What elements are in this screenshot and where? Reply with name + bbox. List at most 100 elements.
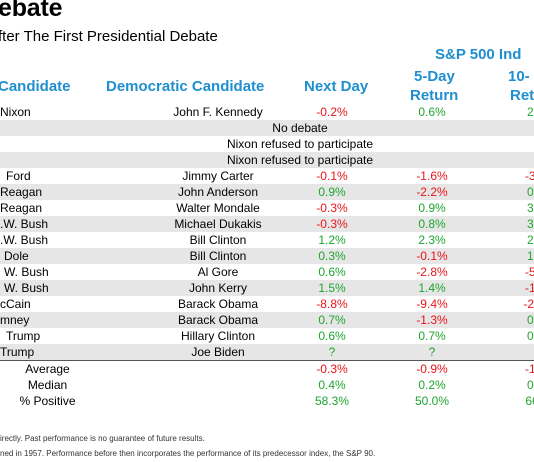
summary-row-median: Median 0.4% 0.2% 0. xyxy=(0,377,534,393)
summary-row-average: Average -0.3% -0.9% -1. xyxy=(0,360,534,377)
republican-cell: .W. Bush xyxy=(0,233,49,247)
republican-cell: Trump xyxy=(6,329,41,343)
democratic-cell: Walter Mondale xyxy=(176,201,260,215)
republican-cell: W. Bush xyxy=(4,265,49,279)
five-day-cell: 0.9% xyxy=(418,201,446,215)
democratic-candidate-header: Democratic Candidate xyxy=(106,78,265,95)
democratic-cell: John Anderson xyxy=(177,185,259,199)
five-day-cell: 0.8% xyxy=(418,217,446,231)
table-row: Trump Hillary Clinton 0.6% 0.7% 0. xyxy=(0,328,534,344)
note-cell: Nixon refused to participate xyxy=(226,153,374,167)
democratic-cell: John Kerry xyxy=(188,281,248,295)
ten-day-cell: 3. xyxy=(526,217,534,231)
ten-day-cell: 1. xyxy=(526,249,534,263)
ten-day-header-line2: Ret xyxy=(510,87,534,104)
republican-cell: .W. Bush xyxy=(0,217,49,231)
democratic-cell: Bill Clinton xyxy=(189,233,247,247)
next-day-header: Next Day xyxy=(304,78,369,95)
next-day-cell: 0.3% xyxy=(318,249,346,263)
table-row: Nixon refused to participate xyxy=(0,152,534,168)
five-day-cell: 2.3% xyxy=(418,233,446,247)
next-day-cell: 0.7% xyxy=(318,313,346,327)
five-day-cell: 0.7% xyxy=(418,329,446,343)
table-row: Nixon John F. Kennedy -0.2% 0.6% 2. xyxy=(0,104,534,120)
ten-day-cell: 0. xyxy=(526,329,534,343)
ten-day-cell: 0. xyxy=(526,378,534,392)
ten-day-cell: 66 xyxy=(525,394,534,408)
ten-day-cell: -5. xyxy=(524,265,534,279)
next-day-cell: -0.3% xyxy=(316,217,348,231)
table-row: .W. Bush Michael Dukakis -0.3% 0.8% 3. xyxy=(0,216,534,232)
ten-day-header-line1: 10- xyxy=(508,68,530,85)
democratic-cell: Joe Biden xyxy=(191,345,245,359)
ten-day-cell: -1. xyxy=(524,362,534,376)
summary-label: Average xyxy=(25,362,70,376)
next-day-cell: 0.4% xyxy=(318,378,346,392)
republican-cell: mney xyxy=(0,313,30,327)
democratic-cell: Hillary Clinton xyxy=(180,329,256,343)
table-row: Dole Bill Clinton 0.3% -0.1% 1. xyxy=(0,248,534,264)
five-day-cell: 0.6% xyxy=(418,105,446,119)
table-row: No debate xyxy=(0,120,534,136)
five-day-cell: -2.8% xyxy=(416,265,448,279)
republican-candidate-header: Candidate xyxy=(0,78,71,95)
table-row: Nixon refused to participate xyxy=(0,136,534,152)
summary-row-positive: % Positive 58.3% 50.0% 66 xyxy=(0,393,534,409)
five-day-header-line2: Return xyxy=(410,87,459,104)
table-row: mney Barack Obama 0.7% -1.3% 0. xyxy=(0,312,534,328)
ten-day-cell: -3. xyxy=(524,169,534,183)
sp500-group-header: S&P 500 Ind xyxy=(435,46,522,63)
republican-cell: Reagan xyxy=(0,185,43,199)
next-day-cell: 0.6% xyxy=(318,265,346,279)
five-day-cell: -2.2% xyxy=(416,185,448,199)
democratic-cell: Jimmy Carter xyxy=(182,169,254,183)
democratic-cell: John F. Kennedy xyxy=(173,105,263,119)
republican-cell: Ford xyxy=(6,169,31,183)
next-day-cell: -0.3% xyxy=(316,362,348,376)
next-day-cell: -0.3% xyxy=(316,201,348,215)
debate-table: Nixon John F. Kennedy -0.2% 0.6% 2. No d… xyxy=(0,104,534,409)
note-cell: Nixon refused to participate xyxy=(226,137,374,151)
republican-cell: W. Bush xyxy=(4,281,49,295)
republican-cell: Nixon xyxy=(0,105,31,119)
next-day-cell: 0.6% xyxy=(318,329,346,343)
table-row: Reagan John Anderson 0.9% -2.2% 0. xyxy=(0,184,534,200)
republican-cell: Dole xyxy=(4,249,29,263)
summary-label: % Positive xyxy=(19,394,76,408)
five-day-cell: -1.6% xyxy=(416,169,448,183)
next-day-cell: -8.8% xyxy=(316,297,348,311)
five-day-cell: 0.2% xyxy=(418,378,446,392)
republican-cell: Reagan xyxy=(0,201,43,215)
five-day-header-line1: 5-Day xyxy=(414,68,455,85)
footnote-line-2: ned in 1957. Performance before then inc… xyxy=(0,449,376,458)
table-row: W. Bush Al Gore 0.6% -2.8% -5. xyxy=(0,264,534,280)
ten-day-cell: 0. xyxy=(526,185,534,199)
summary-label: Median xyxy=(27,378,68,392)
five-day-cell: -1.3% xyxy=(416,313,448,327)
republican-cell: Trump xyxy=(0,345,35,359)
next-day-cell: -0.1% xyxy=(316,169,348,183)
next-day-cell: -0.2% xyxy=(316,105,348,119)
table-row: Ford Jimmy Carter -0.1% -1.6% -3. xyxy=(0,168,534,184)
next-day-cell: 58.3% xyxy=(314,394,350,408)
ten-day-cell: 2. xyxy=(526,233,534,247)
democratic-cell: Michael Dukakis xyxy=(174,217,262,231)
next-day-cell: 1.2% xyxy=(318,233,346,247)
ten-day-cell: 0. xyxy=(526,313,534,327)
five-day-cell: ? xyxy=(428,345,436,359)
ten-day-cell: -25 xyxy=(523,297,534,311)
next-day-cell: 1.5% xyxy=(318,281,346,295)
democratic-cell: Bill Clinton xyxy=(189,249,247,263)
next-day-cell: ? xyxy=(328,345,336,359)
five-day-cell: 1.4% xyxy=(418,281,446,295)
note-cell: No debate xyxy=(272,121,328,135)
five-day-cell: -0.1% xyxy=(416,249,448,263)
ten-day-cell: -1. xyxy=(524,281,534,295)
five-day-cell: -9.4% xyxy=(416,297,448,311)
ten-day-cell: 3. xyxy=(526,201,534,215)
five-day-cell: -0.9% xyxy=(416,362,448,376)
five-day-cell: 50.0% xyxy=(414,394,450,408)
democratic-cell: Barack Obama xyxy=(177,313,259,327)
page-subtitle: fter The First Presidential Debate xyxy=(0,28,218,45)
page-title: ebate xyxy=(0,0,63,22)
